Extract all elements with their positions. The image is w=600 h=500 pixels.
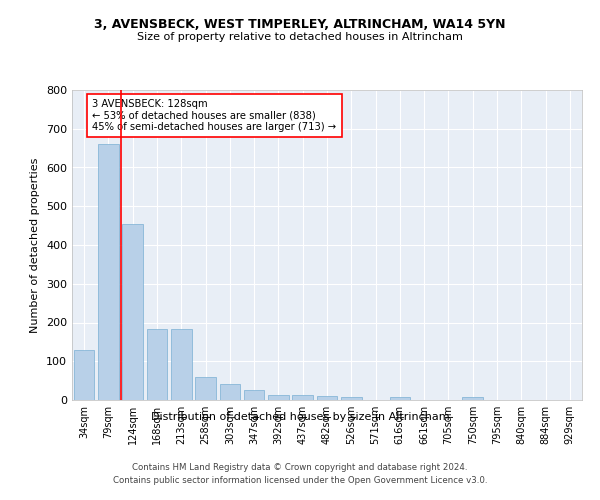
Text: Distribution of detached houses by size in Altrincham: Distribution of detached houses by size … — [151, 412, 449, 422]
Text: Contains public sector information licensed under the Open Government Licence v3: Contains public sector information licen… — [113, 476, 487, 485]
Bar — [98, 144, 119, 400]
Bar — [220, 384, 240, 400]
Bar — [195, 377, 216, 400]
Bar — [74, 350, 94, 400]
Bar — [389, 397, 410, 400]
Bar — [341, 396, 362, 400]
Bar — [146, 329, 167, 400]
Text: 3 AVENSBECK: 128sqm
← 53% of detached houses are smaller (838)
45% of semi-detac: 3 AVENSBECK: 128sqm ← 53% of detached ho… — [92, 100, 337, 132]
Bar — [463, 397, 483, 400]
Bar — [268, 395, 289, 400]
Bar — [244, 390, 265, 400]
Text: Size of property relative to detached houses in Altrincham: Size of property relative to detached ho… — [137, 32, 463, 42]
Bar — [292, 395, 313, 400]
Y-axis label: Number of detached properties: Number of detached properties — [31, 158, 40, 332]
Bar — [122, 224, 143, 400]
Bar — [317, 396, 337, 400]
Text: 3, AVENSBECK, WEST TIMPERLEY, ALTRINCHAM, WA14 5YN: 3, AVENSBECK, WEST TIMPERLEY, ALTRINCHAM… — [94, 18, 506, 30]
Bar — [171, 329, 191, 400]
Text: Contains HM Land Registry data © Crown copyright and database right 2024.: Contains HM Land Registry data © Crown c… — [132, 462, 468, 471]
